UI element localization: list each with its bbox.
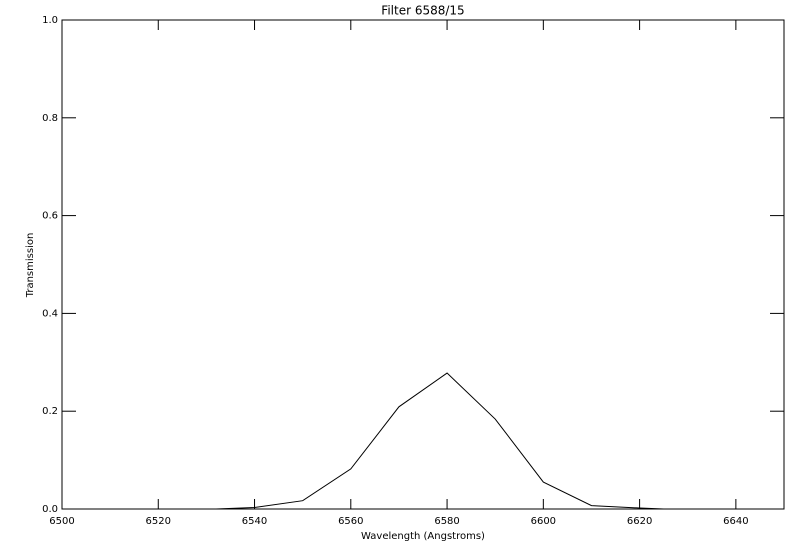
x-tick-label: 6560: [338, 516, 363, 527]
y-tick-label: 0.6: [42, 211, 58, 222]
x-tick-label: 6640: [723, 516, 748, 527]
x-tick-label: 6580: [434, 516, 459, 527]
y-tick-label: 0.4: [42, 308, 58, 319]
x-tick-label: 6500: [49, 516, 74, 527]
x-tick-label: 6540: [242, 516, 267, 527]
y-tick-label: 0.0: [42, 504, 58, 515]
y-tick-label: 0.8: [42, 113, 58, 124]
data-line: [216, 372, 664, 510]
y-axis-label: Transmission: [25, 233, 36, 299]
x-tick-label: 6600: [531, 516, 556, 527]
y-tick-label: 0.2: [42, 406, 58, 417]
y-tick-label: 1.0: [42, 15, 58, 26]
chart-title: Filter 6588/15: [381, 4, 464, 18]
x-tick-label: 6520: [146, 516, 171, 527]
plot-frame: [61, 19, 785, 510]
x-tick-label: 6620: [627, 516, 652, 527]
x-axis-label: Wavelength (Angstroms): [361, 531, 485, 542]
